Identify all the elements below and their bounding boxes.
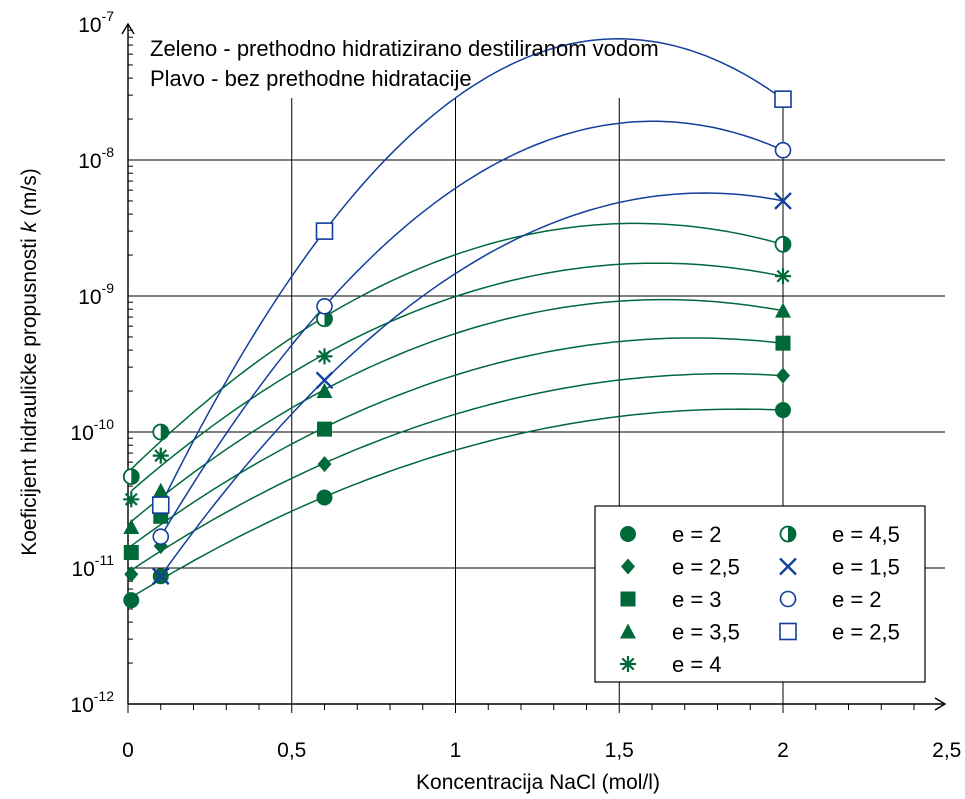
data-point-5-3 [774,235,792,253]
annotation-green: Zeleno - prethodno hidratizirano destili… [150,36,659,61]
data-point-2-3 [775,335,791,351]
y-tick-label-4: 10-8 [78,144,114,173]
legend-marker-5 [779,525,797,543]
legend-label-7: e = 2 [832,587,882,612]
data-point-4-2 [316,348,333,365]
x-tick-label-1: 0,5 [277,739,306,762]
fit-curve-8 [160,38,784,506]
y-tick-base: 10 [70,694,93,717]
data-point-4-0 [123,491,140,508]
data-point-5-1 [152,423,170,441]
data-point-8-0 [151,496,170,514]
data-point-8-2 [774,90,792,108]
y-axis-label: Koeficijent hidrauličke propusnosti k (m… [18,168,41,556]
data-point-3-2 [316,383,333,399]
y-tick-base: 10 [78,150,101,173]
y-tick-base: 10 [78,286,101,309]
y-axis-label-suffix: (m/s) [18,168,41,222]
data-points [122,90,792,609]
data-point-3-3 [775,302,791,318]
annotation-blue: Plavo - bez prethodne hidratacije [150,66,472,91]
y-tick-exponent: -12 [94,688,114,704]
legend-label-2: e = 3 [672,587,722,612]
legend-marker-2 [620,591,636,607]
data-point-2-2 [317,421,332,437]
legend-label-3: e = 3,5 [672,620,740,645]
legend-marker-3 [620,623,636,639]
y-tick-exponent: -9 [102,280,115,296]
legend-label-0: e = 2 [672,522,722,547]
data-point-3-1 [152,482,169,498]
data-point-1-2 [317,456,332,473]
y-tick-exponent: -8 [102,144,115,160]
legend-marker-0 [620,526,636,542]
y-tick-label-3: 10-9 [78,280,114,309]
y-tick-label-5: 10-7 [78,8,114,37]
y-tick-base: 10 [71,558,94,581]
fit-curve-5 [130,222,784,470]
data-point-6-2 [774,192,792,210]
legend-label-1: e = 2,5 [672,555,740,580]
y-tick-exponent: -7 [102,8,115,24]
legend: e = 2 e = 2,5 e = 3 e = 3,5 e = 4 e = 4,5 e = … [594,505,926,683]
fit-curve-0 [130,408,784,599]
legend-marker-7 [779,590,797,608]
y-axis-label-prefix: Koeficijent hidrauličke propusnosti [18,232,41,555]
x-tick-label-0: 0 [122,739,134,762]
legend-label-5: e = 4,5 [832,522,900,547]
x-tick-label-3: 1,5 [605,739,634,762]
data-point-4-3 [775,268,791,285]
data-point-7-2 [774,141,792,159]
x-axis-arrow [934,697,947,711]
data-point-1-0 [124,566,139,583]
data-point-0-3 [775,402,791,419]
data-point-7-1 [316,297,333,315]
y-tick-exponent: -11 [95,552,114,568]
data-point-0-0 [123,592,140,609]
fit-curve-7 [160,120,784,538]
y-tick-exponent: -10 [94,416,114,432]
y-tick-base: 10 [70,422,93,445]
data-point-3-0 [123,519,140,535]
legend-marker-4 [620,656,636,672]
data-point-8-1 [315,222,334,240]
grid [128,98,945,704]
legend-label-4: e = 4 [672,652,722,677]
legend-box [594,505,926,683]
y-tick-base: 10 [78,14,101,37]
data-point-6-0 [151,567,170,586]
x-axis-label: Koncentracija NaCl (mol/l) [416,771,660,794]
fit-curve-4 [130,262,784,492]
legend-label-6: e = 1,5 [832,555,900,580]
y-tick-label-1: 10-11 [71,552,114,581]
axes [121,22,947,713]
fit-curve-1 [130,373,784,571]
y-axis-label-var: k [18,220,41,232]
data-point-5-0 [122,468,140,485]
data-point-6-1 [315,371,334,390]
x-tick-label-5: 2,5 [932,739,961,762]
x-tick-label-4: 2 [777,739,789,762]
legend-marker-8 [779,622,797,641]
fit-curve-3 [130,298,784,523]
y-tick-label-0: 10-12 [70,688,114,717]
fit-curve-6 [160,192,784,577]
legend-marker-6 [779,557,797,576]
legend-marker-1 [621,558,635,575]
fit-curves [130,38,784,599]
x-tick-label-2: 1 [450,739,462,762]
data-point-4-1 [152,447,169,464]
data-point-7-0 [152,528,170,545]
data-point-0-2 [316,489,333,506]
legend-label-8: e = 2,5 [832,620,900,645]
data-point-2-0 [123,545,139,561]
data-point-1-3 [776,367,790,384]
y-tick-label-2: 10-10 [70,416,114,445]
